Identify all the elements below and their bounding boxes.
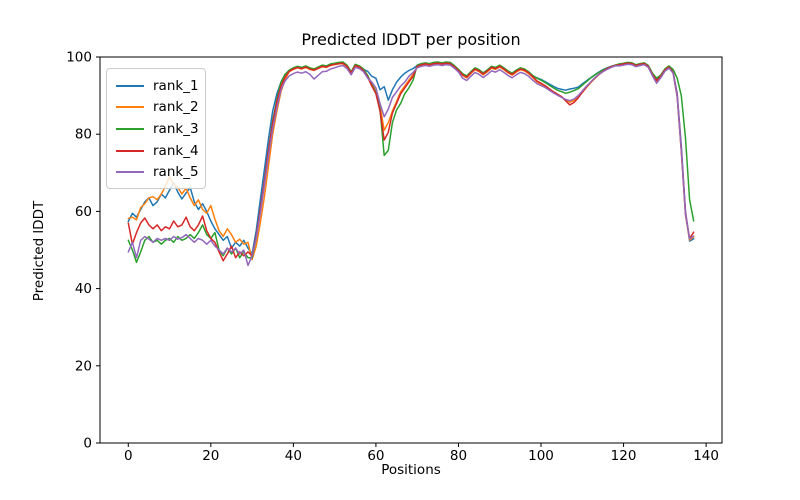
x-axis-label: Positions xyxy=(381,462,441,478)
y-tick-label: 80 xyxy=(75,127,92,143)
legend-line-swatch xyxy=(116,149,144,152)
legend-label: rank_1 xyxy=(153,77,199,94)
legend-line-swatch xyxy=(116,171,144,174)
legend-label: rank_3 xyxy=(153,120,199,137)
y-tick-label: 0 xyxy=(83,436,92,452)
series-line-rank_2 xyxy=(127,62,695,261)
legend-label: rank_2 xyxy=(153,99,199,116)
legend: rank_1 rank_2 rank_3 rank_4 rank_5 xyxy=(106,68,206,189)
x-tick-label: 80 xyxy=(450,448,467,464)
x-tick-label: 40 xyxy=(285,448,302,464)
legend-label: rank_5 xyxy=(153,164,199,181)
axes-spines xyxy=(99,56,723,444)
legend-line-swatch xyxy=(116,127,144,130)
series-line-rank_1 xyxy=(127,61,695,255)
legend-item-rank_2: rank_2 xyxy=(116,97,199,119)
legend-item-rank_4: rank_4 xyxy=(116,140,199,162)
legend-label: rank_4 xyxy=(153,142,199,159)
series-line-rank_5 xyxy=(127,63,695,267)
x-tick-label: 120 xyxy=(611,448,637,464)
series-line-rank_3 xyxy=(127,61,695,264)
legend-item-rank_3: rank_3 xyxy=(116,118,199,140)
x-tick-label: 20 xyxy=(202,448,219,464)
legend-item-rank_5: rank_5 xyxy=(116,161,199,183)
x-tick-label: 140 xyxy=(693,448,719,464)
x-tick-label: 100 xyxy=(528,448,554,464)
series-line-rank_4 xyxy=(127,62,695,262)
y-tick-label: 40 xyxy=(75,281,92,297)
x-tick-label: 60 xyxy=(367,448,384,464)
chart-title: Predicted lDDT per position xyxy=(301,30,521,49)
y-tick-label: 60 xyxy=(75,204,92,220)
x-tick-label: 0 xyxy=(124,448,133,464)
legend-item-rank_1: rank_1 xyxy=(116,75,199,97)
y-axis-label: Predicted lDDT xyxy=(31,200,47,302)
y-tick-label: 20 xyxy=(75,358,92,374)
y-tick-label: 100 xyxy=(66,50,92,66)
legend-line-swatch xyxy=(116,84,144,87)
legend-line-swatch xyxy=(116,106,144,109)
